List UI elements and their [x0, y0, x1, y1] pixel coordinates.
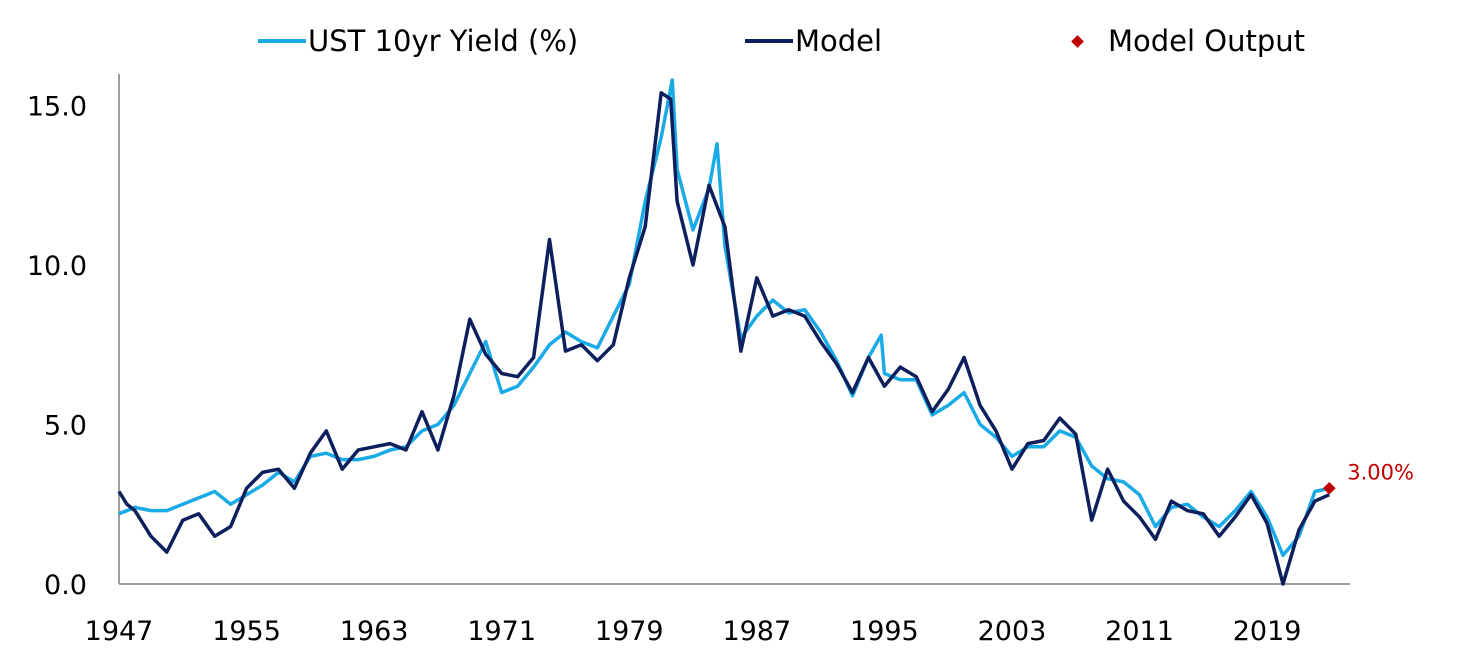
x-axis-ticks: 1947 1955 1963 1971 1979 1987 1995 2003 2011 2019: [85, 616, 1302, 647]
legend-label-ust-yield: UST 10yr Yield (%): [308, 24, 578, 58]
x-tick-label: 1971: [467, 616, 536, 647]
x-tick-label: 1979: [595, 616, 664, 647]
legend-label-model-output: Model Output: [1108, 24, 1305, 58]
series-layer: [117, 78, 1331, 586]
model-output-marker: [1322, 481, 1336, 495]
x-tick-label: 1995: [850, 616, 919, 647]
x-tick-label: 1947: [85, 616, 154, 647]
legend: UST 10yr Yield (%) Model Model Output: [258, 24, 1305, 58]
y-tick-label: 15.0: [27, 92, 87, 123]
x-tick-label: 2011: [1105, 616, 1174, 647]
y-tick-label: 0.0: [44, 570, 87, 601]
x-tick-label: 1987: [722, 616, 791, 647]
y-axis-ticks: 15.0 10.0 5.0 0.0: [27, 92, 87, 601]
x-tick-label: 1955: [212, 616, 281, 647]
legend-swatch-model-output: [1071, 35, 1084, 48]
y-tick-label: 10.0: [27, 251, 87, 282]
annotation-layer: 3.00%: [1322, 460, 1414, 495]
x-tick-label: 2019: [1233, 616, 1302, 647]
series-line-model: [117, 91, 1331, 586]
series-line-ust-yield: [118, 78, 1330, 558]
x-tick-label: 2003: [978, 616, 1047, 647]
axes: [118, 74, 1350, 585]
legend-label-model: Model: [795, 24, 882, 58]
x-tick-label: 1963: [340, 616, 409, 647]
model-output-label: 3.00%: [1347, 460, 1414, 484]
y-tick-label: 5.0: [44, 411, 87, 442]
